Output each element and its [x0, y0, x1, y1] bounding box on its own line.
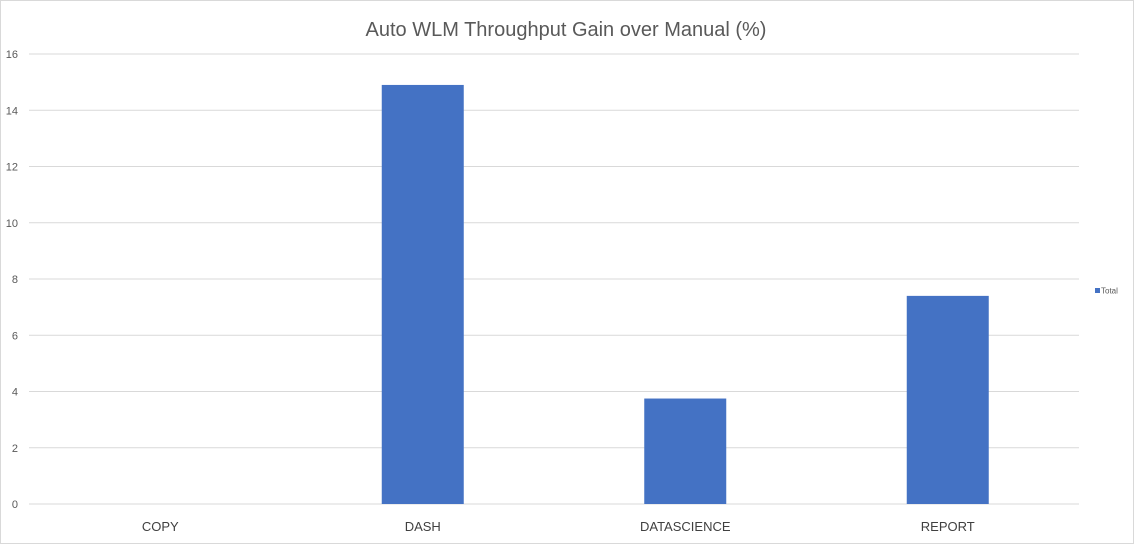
y-axis-tick-labels: 0 2 4 6 8 10 12 14 16	[6, 49, 18, 511]
x-category-label: DASH	[405, 519, 441, 534]
y-tick-label: 16	[6, 49, 18, 61]
y-tick-label: 6	[12, 330, 18, 342]
legend: Total	[1095, 287, 1118, 296]
legend-label-total: Total	[1101, 287, 1118, 296]
y-tick-label: 2	[12, 443, 18, 455]
y-tick-label: 0	[12, 499, 18, 511]
x-category-label: REPORT	[921, 519, 975, 534]
chart-title: Auto WLM Throughput Gain over Manual (%)	[366, 19, 767, 41]
y-tick-label: 10	[6, 218, 18, 230]
x-category-label: DATASCIENCE	[640, 519, 731, 534]
legend-swatch-total	[1095, 288, 1100, 293]
y-tick-label: 4	[12, 387, 18, 399]
bar-datascience	[644, 398, 727, 504]
y-tick-label: 14	[6, 105, 18, 117]
y-tick-label: 12	[6, 162, 18, 174]
bar-report	[906, 295, 989, 504]
y-tick-label: 8	[12, 274, 18, 286]
x-category-label: COPY	[142, 519, 179, 534]
gridlines	[29, 53, 1079, 505]
bar-dash	[381, 84, 464, 504]
bars	[381, 84, 989, 504]
x-axis-category-labels: COPY DASH DATASCIENCE REPORT	[142, 519, 975, 534]
